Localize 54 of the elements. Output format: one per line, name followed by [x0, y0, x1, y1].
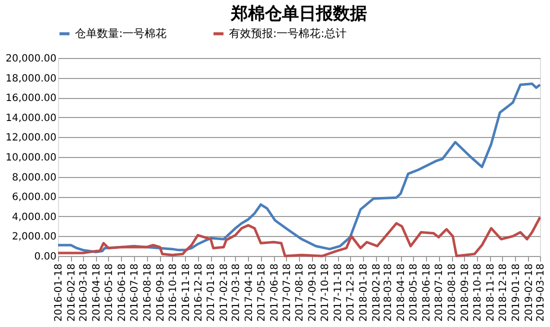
y-tick-label: 10,000.00 [6, 152, 56, 164]
x-tick-label: 2018-08-18 [447, 264, 458, 322]
x-tick-label: 2018-11-18 [485, 264, 496, 322]
y-tick-label: 12,000.00 [6, 132, 56, 144]
x-tick-label: 2017-06-18 [269, 264, 280, 322]
y-tick-label: 20,000.00 [6, 54, 56, 64]
legend-label: 仓单数量:一号棉花 [75, 26, 167, 40]
x-tick-label: 2019-01-18 [510, 264, 522, 322]
x-tick-label: 2018-02-18 [371, 264, 382, 322]
x-tick-label: 2017-01-18 [206, 264, 218, 322]
x-tick-label: 2018-01-18 [358, 264, 370, 322]
x-tick-label: 2016-09-18 [155, 264, 166, 322]
x-tick-label: 2016-05-18 [104, 264, 115, 322]
y-tick-label: 6,000.00 [12, 192, 56, 204]
y-tick-label: 8,000.00 [12, 172, 56, 184]
chart-title: 郑棉仓单日报数据 [230, 4, 367, 24]
x-tick-label: 2019-03-18 [536, 264, 546, 322]
x-tick-label: 2016-06-18 [116, 264, 128, 322]
x-tick-label: 2017-05-18 [256, 264, 268, 322]
x-tick-label: 2017-07-18 [282, 264, 293, 322]
x-tick-label: 2016-02-18 [66, 264, 78, 322]
x-tick-label: 2016-11-18 [180, 264, 192, 322]
x-tick-label: 2018-12-18 [498, 264, 509, 322]
x-tick-label: 2016-01-18 [54, 264, 64, 322]
x-tick-label: 2016-03-18 [78, 264, 90, 322]
y-tick-label: 4,000.00 [12, 212, 56, 223]
x-tick-label: 2018-03-18 [383, 264, 394, 322]
x-tick-label: 2016-08-18 [142, 264, 154, 322]
x-tick-label: 2017-10-18 [320, 264, 332, 322]
x-tick-label: 2017-09-18 [308, 264, 319, 322]
x-tick-label: 2017-12-18 [346, 264, 357, 322]
x-tick-label: 2018-10-18 [472, 264, 484, 322]
x-tick-label: 2018-04-18 [396, 264, 408, 322]
x-tick-label: 2018-09-18 [460, 264, 471, 322]
y-tick-label: 14,000.00 [6, 112, 56, 124]
x-tick-label: 2017-03-18 [230, 264, 242, 322]
x-tick-label: 2017-02-18 [219, 264, 230, 322]
x-tick-label: 2019-02-18 [524, 264, 535, 322]
x-tick-label: 2018-07-18 [434, 264, 446, 322]
x-tick-label: 2016-10-18 [168, 264, 179, 322]
y-tick-label: 2,000.00 [12, 232, 56, 243]
x-tick-label: 2016-04-18 [91, 264, 102, 322]
x-tick-label: 2018-06-18 [422, 264, 433, 322]
x-tick-label: 2016-12-18 [193, 264, 204, 322]
x-tick-label: 2018-05-18 [408, 264, 420, 322]
x-tick-label: 2016-07-18 [129, 264, 140, 322]
x-tick-label: 2017-08-18 [294, 264, 306, 322]
y-tick-label: 0.00 [34, 252, 56, 262]
y-tick-label: 18,000.00 [6, 73, 56, 84]
legend-label: 有效预报:一号棉花:总计 [229, 26, 346, 40]
line-series [56, 216, 542, 258]
y-tick-label: 16,000.00 [6, 93, 56, 104]
x-tick-label: 2017-11-18 [333, 264, 344, 322]
x-tick-label: 2017-04-18 [244, 264, 255, 322]
